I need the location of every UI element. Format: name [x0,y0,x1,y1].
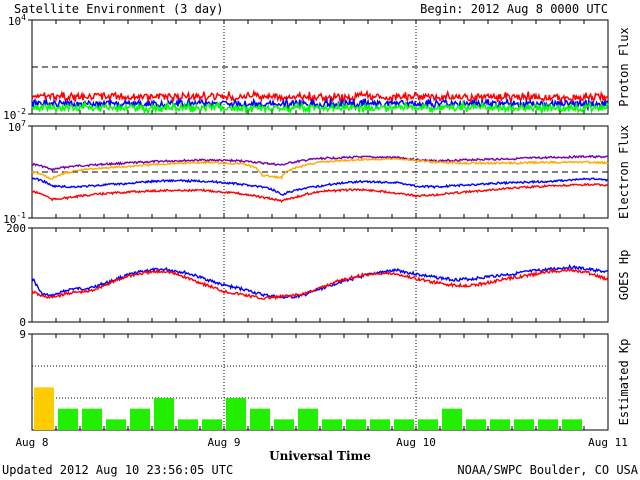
plot-area: Proton Flux 104 10-2 Electron Flux 107 10-1 GO… [3,13,631,431]
kp-frame [31,333,609,431]
hp-series-red [31,268,609,301]
kp-bar [202,419,222,430]
electron-series-blue [31,177,609,196]
hp-series-blue [31,263,609,300]
xtick-label: Aug 11 [588,436,628,449]
electron-series-purple [31,154,608,172]
kp-bar [34,387,54,430]
kp-ylabel: Estimated Kp [617,339,631,426]
x-axis: Aug 8 Aug 9 Aug 10 Aug 11 Universal Time [15,436,627,463]
chart-title: Satellite Environment (3 day) [14,2,224,16]
xtick-label: Aug 9 [207,436,240,449]
electron-series-orange [31,157,609,180]
kp-bar [370,419,390,430]
electron-ylabel: Electron Flux [617,125,631,219]
xtick-label: Aug 8 [15,436,48,449]
updated-timestamp: Updated 2012 Aug 10 23:56:05 UTC [2,463,233,477]
hp-ylabel: GOES Hp [617,250,631,301]
kp-bar [274,419,294,430]
proton-series-red [31,88,609,106]
kp-bar [346,419,366,430]
proton-series-green [31,99,609,116]
kp-bar [562,419,582,430]
kp-bar [490,419,510,430]
hp-ytick-label: 200 [6,222,26,235]
electron-ytick-label: 10-1 [3,211,26,226]
kp-bar [82,408,102,430]
kp-bar [442,408,462,430]
hp-ytick-label: 0 [19,316,26,329]
proton-ytick-label: 10-2 [3,107,26,122]
kp-bar [154,398,174,430]
kp-bar [322,419,342,430]
electron-frame [31,125,609,219]
hp-frame [31,227,609,323]
electron-ytick-label: 107 [8,119,26,134]
kp-bar [298,408,318,430]
xtick-label: Aug 10 [396,436,436,449]
kp-bar [250,408,270,430]
kp-bar [106,419,126,430]
electron-series-red [31,182,609,204]
kp-bar [514,419,534,430]
kp-bar [58,408,78,430]
source-credit: NOAA/SWPC Boulder, CO USA [457,463,638,477]
kp-bar [130,408,150,430]
begin-time: Begin: 2012 Aug 8 0000 UTC [420,2,608,16]
kp-bar [178,419,198,430]
kp-bar [226,398,246,430]
proton-ytick-label: 104 [8,13,26,28]
proton-ylabel: Proton Flux [617,27,631,106]
proton-frame [31,19,609,115]
kp-bar [418,419,438,430]
x-axis-label: Universal Time [269,449,371,463]
kp-bar [394,419,414,430]
kp-bar [466,419,486,430]
proton-series-blue [31,97,609,112]
kp-bar [538,419,558,430]
kp-ytick-label: 9 [19,328,26,341]
